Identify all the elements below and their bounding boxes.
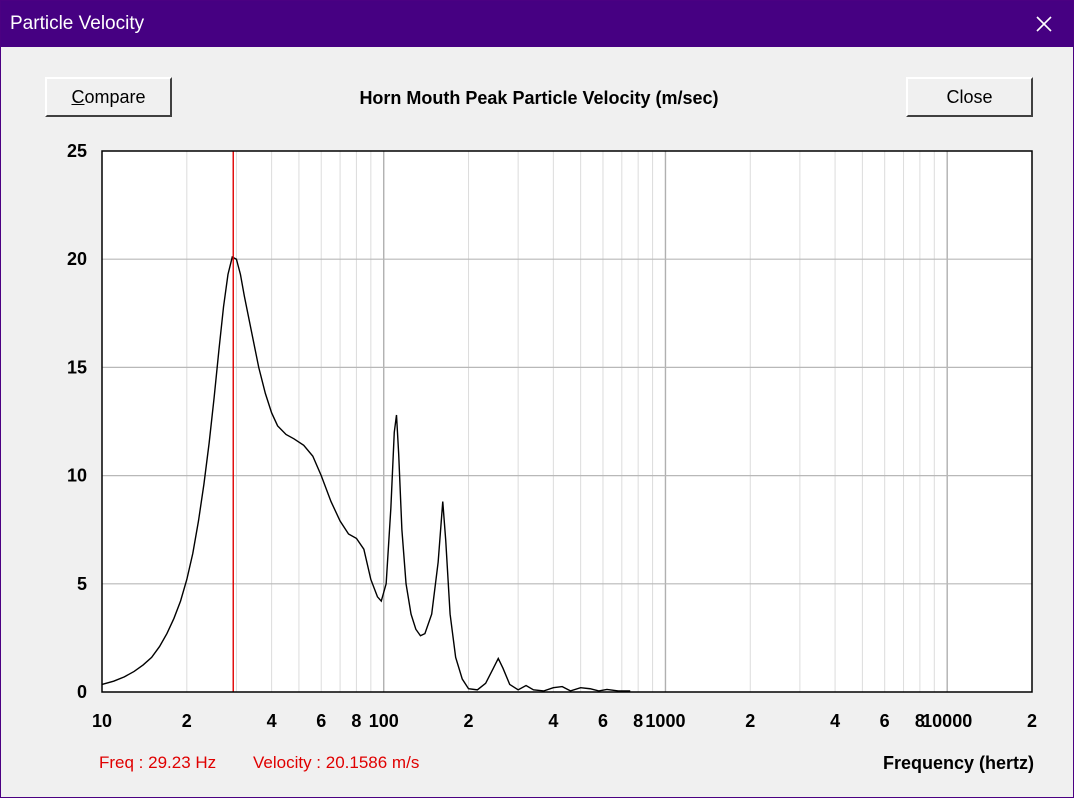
x-tick-label: 1000: [645, 711, 685, 731]
compare-button-label: Compare: [71, 87, 145, 108]
close-icon: [1036, 16, 1052, 32]
x-tick-label: 8: [633, 711, 643, 731]
x-tick-label: 2: [745, 711, 755, 731]
y-tick-label: 10: [67, 466, 87, 486]
x-tick-label: 4: [548, 711, 558, 731]
compare-mnemonic: C: [71, 86, 85, 107]
y-tick-label: 0: [77, 682, 87, 702]
x-tick-label: 6: [316, 711, 326, 731]
x-tick-label: 8: [915, 711, 925, 731]
x-tick-label: 8: [351, 711, 361, 731]
x-tick-label: 6: [880, 711, 890, 731]
y-tick-label: 20: [67, 249, 87, 269]
window-close-button[interactable]: [1015, 1, 1073, 47]
x-tick-label: 6: [598, 711, 608, 731]
title-bar: Particle Velocity: [1, 1, 1073, 47]
frequency-readout: Freq : 29.23 Hz: [99, 753, 217, 772]
velocity-readout: Velocity : 20.1586 m/s: [253, 753, 420, 772]
x-tick-label: 2: [1027, 711, 1037, 731]
y-tick-label: 15: [67, 357, 87, 377]
x-tick-label: 2: [182, 711, 192, 731]
y-tick-label: 25: [67, 141, 87, 161]
x-tick-label: 4: [830, 711, 840, 731]
x-tick-label: 10: [92, 711, 112, 731]
window-title: Particle Velocity: [10, 13, 145, 34]
plot-background: [102, 151, 1032, 692]
chart-title: Horn Mouth Peak Particle Velocity (m/sec…: [359, 88, 719, 108]
x-tick-label: 2: [464, 711, 474, 731]
velocity-series-line: [101, 256, 631, 692]
x-tick-label: 100: [369, 711, 399, 731]
plot-border: [101, 150, 1033, 693]
close-button-label: Close: [946, 86, 993, 107]
compare-button[interactable]: Compare: [45, 77, 172, 117]
x-tick-label: 10000: [922, 711, 972, 731]
x-tick-label: 4: [267, 711, 277, 731]
x-axis-label: Frequency (hertz): [883, 753, 1034, 773]
close-button[interactable]: Close: [906, 77, 1033, 117]
compare-label-rest: ompare: [84, 86, 146, 107]
y-tick-label: 5: [77, 574, 87, 594]
